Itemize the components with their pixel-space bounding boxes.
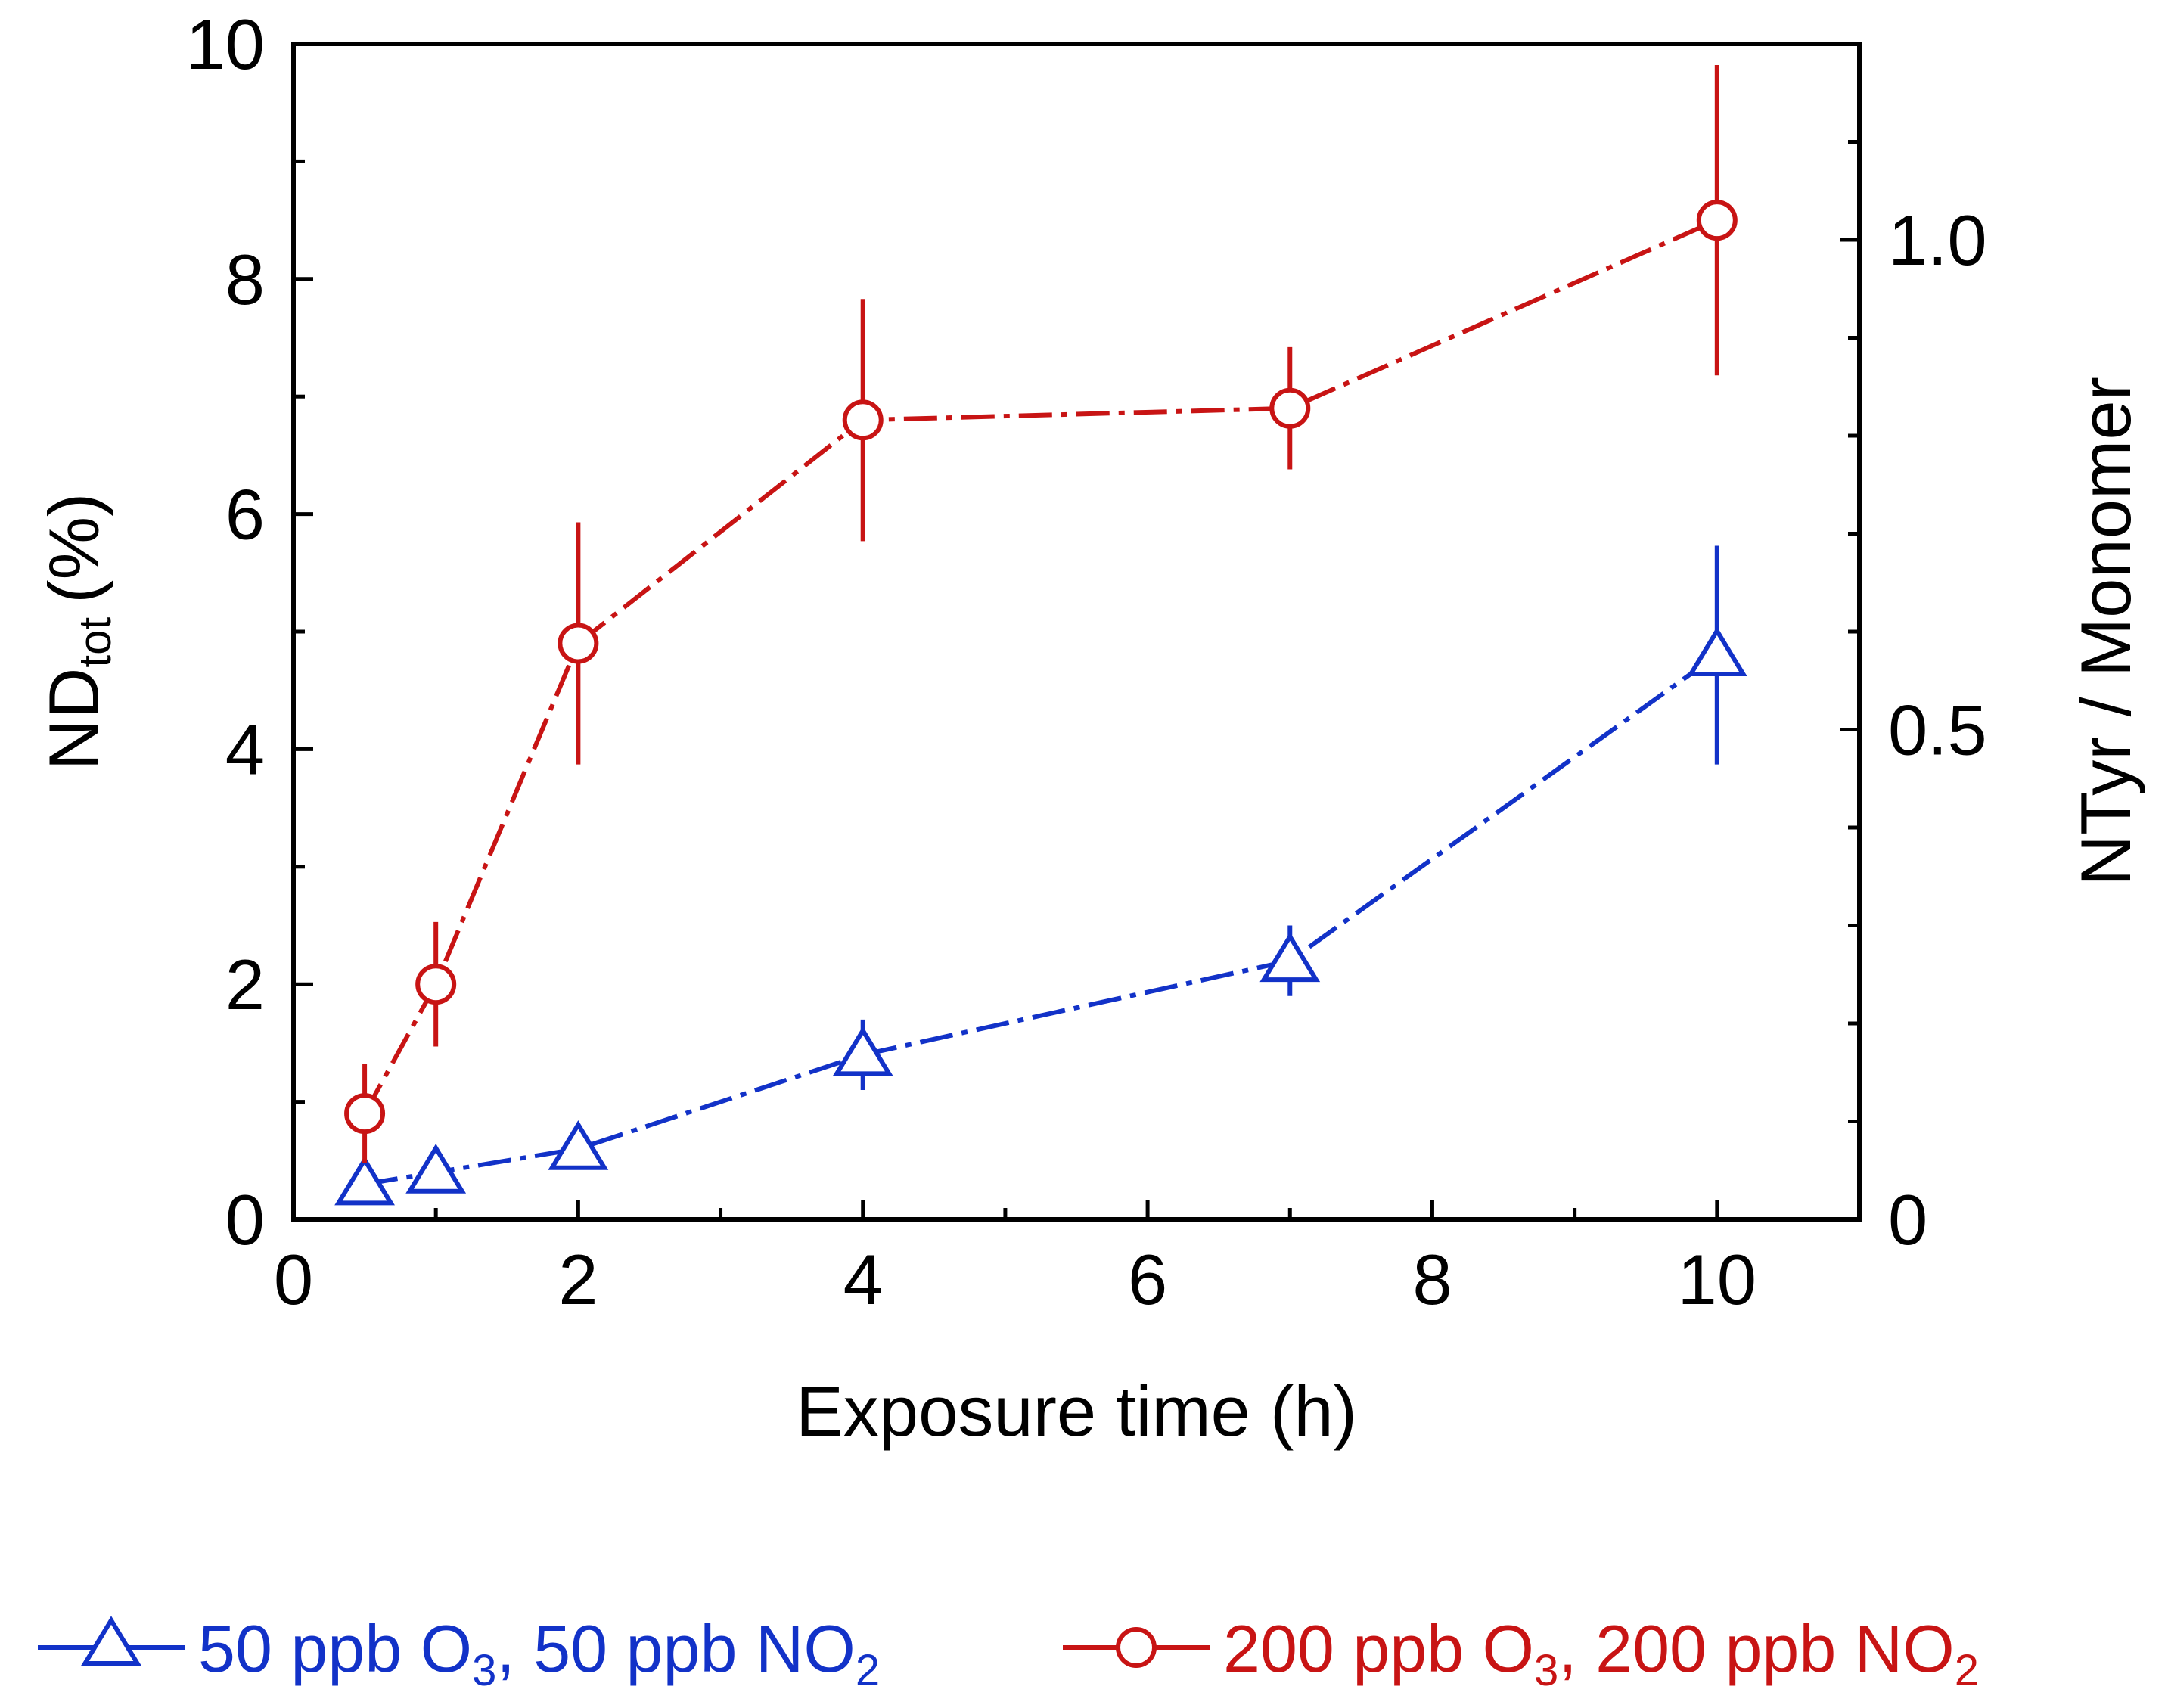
y2-tick-label: 0.5 [1888,691,1987,770]
y-tick-label: 8 [225,240,265,319]
data-point [832,1026,893,1076]
series-1 [334,545,1747,1206]
data-point [1259,932,1321,983]
axes-frame [291,42,1862,1222]
x-axis-title: Exposure time (h) [796,1371,1357,1451]
x-tick-label: 4 [843,1240,883,1319]
x-tick-label: 10 [1678,1240,1757,1319]
y-tick-label: 6 [225,475,265,554]
y-tick-label: 2 [225,945,265,1024]
data-point [344,1093,386,1135]
legend-label: 200 ppb O3, 200 ppb NO2 [1223,1611,1979,1695]
series-layer [334,64,1747,1206]
y2-axis-title: NTyr / Monomer [2066,377,2145,887]
y-axis-title-subscript: tot [70,617,120,668]
data-point [334,1155,395,1206]
x-tick-label: 6 [1128,1240,1167,1319]
x-tick-label: 8 [1412,1240,1452,1319]
data-point [1269,387,1311,429]
series-line [364,653,1719,1187]
legend-label: 50 ppb O3, 50 ppb NO2 [198,1611,880,1695]
x-tick-label: 0 [274,1240,313,1319]
data-point [415,964,457,1005]
series-2 [344,64,1738,1163]
plot-frame [291,42,1862,1222]
data-point [558,623,599,664]
data-point [548,1120,609,1170]
triangle-marker-icon [81,1616,141,1666]
y-tick-label: 0 [225,1180,265,1259]
circle-marker-icon [1116,1627,1157,1668]
legend-item-2: 200 ppb O3, 200 ppb NO2 [1063,1611,1979,1695]
legend-item-1: 50 ppb O3, 50 ppb NO2 [38,1611,880,1695]
data-point [1686,626,1747,677]
series-line [362,218,1719,1115]
data-point [405,1144,467,1194]
y-axis-title-unit: (%) [34,493,113,604]
data-point [1696,200,1738,241]
y-tick-label: 4 [225,710,265,789]
y-axis-title-main: ND [34,668,113,771]
y-tick-label: 10 [185,5,265,84]
axis-ticks: 0 2 4 6 8 10 0 2 4 6 8 10 0 0.5 1.0 [185,5,1986,1319]
data-point [842,399,884,441]
y2-tick-label: 1.0 [1888,200,1987,280]
y2-tick-label: 0 [1888,1180,1927,1259]
y-axis-title: NDtot (%) [34,493,120,771]
x-tick-label: 2 [558,1240,598,1319]
legend: 50 ppb O3, 50 ppb NO2 200 ppb O3, 200 ppb… [38,1611,1979,1695]
